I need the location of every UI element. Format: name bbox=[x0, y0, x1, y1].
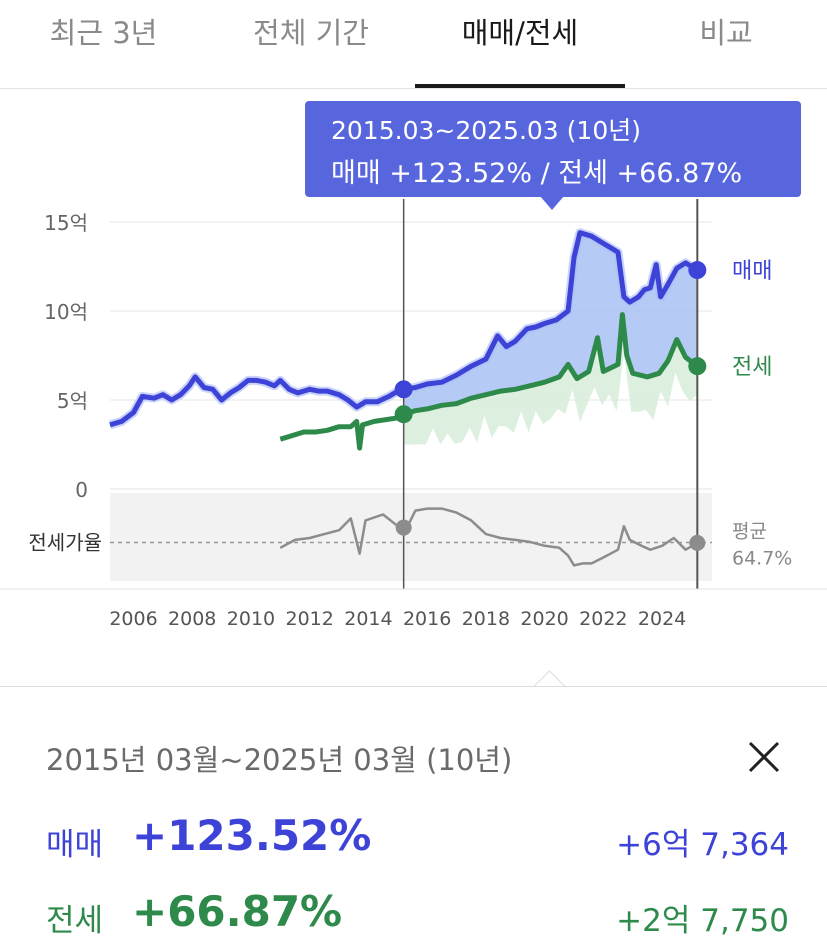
rent-series-label: 전세 bbox=[732, 355, 772, 380]
ratio-series-line bbox=[279, 507, 698, 567]
x-tick-label: 2012 bbox=[286, 608, 334, 630]
tooltip-range: 2015.03~2025.03 (10년) bbox=[331, 116, 641, 145]
tab-recent-3-years[interactable]: 최근 3년 bbox=[49, 16, 158, 50]
y-tick-label: 15억 bbox=[44, 211, 88, 235]
rent-label: 전세 bbox=[46, 903, 104, 939]
rent-end-marker bbox=[688, 357, 707, 376]
tooltip-summary: 매매 +123.52% / 전세 +66.87% bbox=[331, 158, 743, 189]
x-tick-label: 2006 bbox=[109, 608, 157, 630]
x-tick-label: 2020 bbox=[520, 608, 568, 630]
sale-start-marker bbox=[394, 380, 413, 399]
ratio-panel-background bbox=[110, 493, 712, 581]
x-tick-label: 2008 bbox=[168, 608, 216, 630]
x-tick-label: 2016 bbox=[403, 608, 451, 630]
sale-end-marker bbox=[688, 261, 707, 280]
x-tick-label: 2018 bbox=[462, 608, 510, 630]
range-tooltip: 2015.03~2025.03 (10년) 매매 +123.52% / 전세 +… bbox=[305, 101, 801, 197]
rent-series-line bbox=[279, 312, 699, 451]
tab-all-period[interactable]: 전체 기간 bbox=[253, 16, 369, 50]
rent-change-amount: +2억 7,750 bbox=[616, 903, 789, 939]
ratio-average-value: 64.7% bbox=[732, 547, 792, 569]
ratio-label: 전세가율 bbox=[28, 530, 102, 554]
close-icon bbox=[748, 741, 780, 773]
y-tick-label: 10억 bbox=[44, 300, 88, 324]
ratio-end-marker bbox=[689, 534, 706, 551]
x-tick-label: 2014 bbox=[344, 608, 392, 630]
close-button[interactable] bbox=[740, 733, 788, 781]
sale-series-label: 매매 bbox=[732, 259, 772, 284]
x-tick-label: 2024 bbox=[638, 608, 686, 630]
sale-label: 매매 bbox=[46, 827, 104, 863]
active-tab-underline bbox=[415, 84, 625, 88]
rent-change-percent: +66.87% bbox=[132, 887, 343, 936]
summary-panel: 2015년 03월~2025년 03월 (10년) 매매 +123.52% +6… bbox=[0, 686, 827, 949]
ratio-average-label: 평균 bbox=[732, 520, 767, 542]
ratio-start-marker bbox=[395, 519, 412, 536]
tooltip-pointer bbox=[540, 196, 564, 210]
y-tick-label: 0 bbox=[75, 478, 88, 502]
summary-period: 2015년 03월~2025년 03월 (10년) bbox=[46, 743, 513, 777]
y-tick-label: 5억 bbox=[57, 389, 88, 413]
x-tick-label: 2010 bbox=[227, 608, 275, 630]
tab-compare[interactable]: 비교 bbox=[699, 16, 753, 50]
tab-sale-rent[interactable]: 매매/전세 bbox=[461, 16, 579, 50]
sale-change-percent: +123.52% bbox=[132, 811, 372, 860]
rent-start-marker bbox=[394, 405, 413, 424]
tab-bar: 최근 3년 전체 기간 매매/전세 비교 bbox=[0, 0, 827, 89]
x-tick-label: 2022 bbox=[579, 608, 627, 630]
sale-change-amount: +6억 7,364 bbox=[616, 827, 789, 863]
